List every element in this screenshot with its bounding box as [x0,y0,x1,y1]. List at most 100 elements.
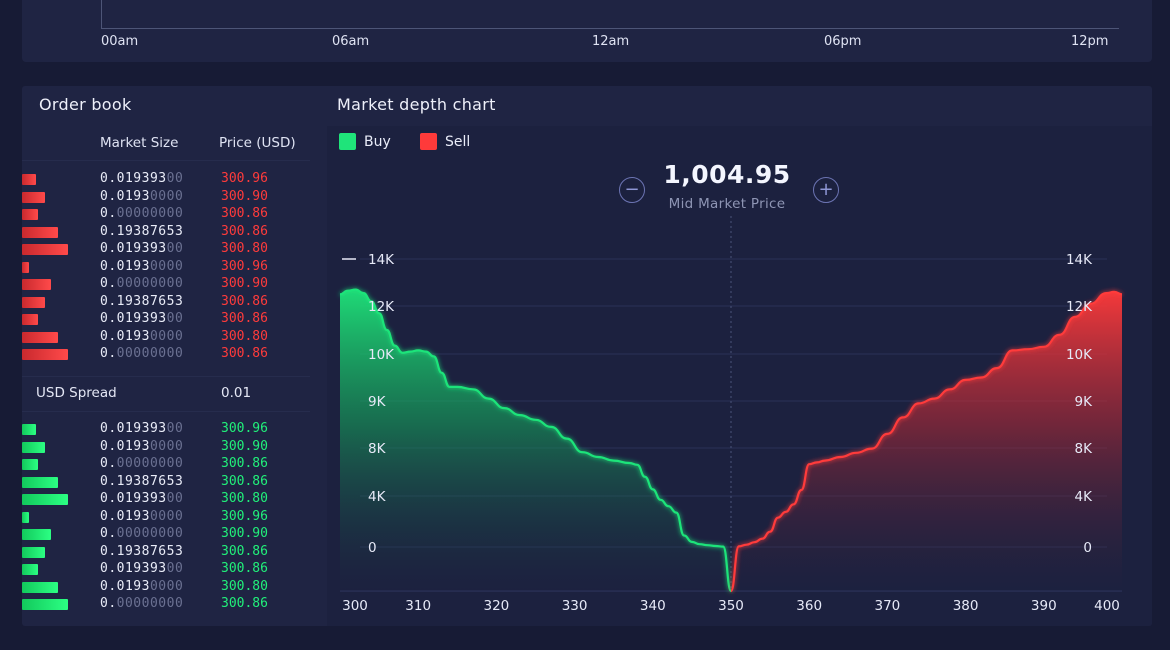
bid-row[interactable]: 0.00000000 300.90 [22,526,312,544]
plus-circle-icon[interactable]: + [813,177,839,203]
order-price: 300.90 [221,188,268,204]
y-tick-label-left: 8K [368,441,387,457]
order-size-trailing-zeros: 0000 [149,508,184,524]
depth-bar [22,244,68,255]
order-price: 300.86 [221,543,268,559]
x-tick-label: 370 [875,598,901,614]
bid-row[interactable]: 0.01939300 300.86 [22,561,312,579]
trading-panel: Order book Market Size Price (USD) 0.019… [22,86,1152,626]
order-size: 0.01930000 [100,329,183,344]
order-book-title: Order book [39,95,132,114]
legend-buy-swatch [339,133,356,150]
order-size-significant: 0. [100,206,117,221]
order-size: 0.01939300 [100,421,183,436]
ask-row[interactable]: 0.19387653 300.86 [22,294,312,312]
order-size-significant: 0. [100,526,117,541]
order-size: 0.00000000 [100,596,183,611]
order-size-trailing-zeros: 00 [166,561,184,576]
bid-row[interactable]: 0.19387653 300.86 [22,474,312,492]
order-size-significant: 0.019393 [100,491,167,506]
market-size-header[interactable]: Market Size [100,135,179,151]
mid-market-price-label: Mid Market Price [668,196,786,212]
order-size-significant: 0.019393 [100,311,167,326]
order-size-trailing-zeros: 0000 [149,438,184,454]
x-tick-label: 390 [1031,598,1057,614]
bid-row[interactable]: 0.01930000 300.80 [22,579,312,597]
mid-market-price: 1,004.95 [663,160,791,189]
top-chart-y-axis [101,0,102,28]
y-tick-label-left: 0 [368,540,377,556]
bid-row[interactable]: 0.19387653 300.86 [22,544,312,562]
legend-buy[interactable]: Buy [339,133,391,150]
depth-bar [22,441,45,453]
order-book-divider [22,376,310,377]
order-size-trailing-zeros: 00000000 [116,596,184,611]
ask-row[interactable]: 0.00000000 300.90 [22,276,312,294]
ask-row[interactable]: 0.19387653 300.86 [22,224,312,242]
depth-bar [22,564,38,575]
y-tick-label-right: 14K [1066,252,1093,268]
bid-row[interactable]: 0.00000000 300.86 [22,596,312,614]
order-size-significant: 0.019393 [100,561,167,576]
order-size: 0.19387653 [100,224,183,239]
order-price: 300.86 [221,473,268,489]
order-size-trailing-zeros: 00 [166,311,184,326]
ask-row[interactable]: 0.01939300 300.80 [22,241,312,259]
spread-value: 0.01 [221,385,252,401]
ask-row[interactable]: 0.01930000 300.90 [22,189,312,207]
ask-row[interactable]: 0.01939300 300.96 [22,171,312,189]
sell-depth-area [731,291,1122,591]
bid-row[interactable]: 0.01939300 300.80 [22,491,312,509]
order-size-trailing-zeros: 00 [166,241,184,256]
order-size-significant: 0.0193 [100,188,150,204]
x-tick-label: 350 [718,598,744,614]
sell-depth-line [729,290,1123,593]
depth-bar [22,314,38,325]
y-tick-label-left: 9K [368,394,387,410]
depth-bar [22,546,45,558]
order-size-trailing-zeros: 00000000 [116,276,184,291]
top-chart-panel: 00am 06am 12am 06pm 12pm [22,0,1152,62]
order-size-significant: 0.019393 [100,421,167,436]
top-chart-x-tick: 12am [592,34,630,49]
order-size: 0.19387653 [100,294,183,309]
order-size: 0.00000000 [100,526,183,541]
top-chart-x-tick: 06pm [824,34,862,49]
ask-row[interactable]: 0.00000000 300.86 [22,346,312,364]
bid-row[interactable]: 0.01930000 300.90 [22,439,312,457]
ask-row[interactable]: 0.00000000 300.86 [22,206,312,224]
bid-row[interactable]: 0.01930000 300.96 [22,509,312,527]
depth-bar [22,209,38,220]
depth-bar [22,529,51,540]
price-header[interactable]: Price (USD) [219,135,296,151]
x-tick-label: 360 [796,598,822,614]
ask-row[interactable]: 0.01930000 300.96 [22,259,312,277]
order-size-significant: 0. [100,346,117,361]
order-size-significant: 0.0193 [100,258,150,274]
depth-bar [22,476,58,488]
legend-sell-label: Sell [445,133,471,150]
order-size-significant: 0.0193 [100,328,150,344]
buy-depth-line [339,288,733,593]
bid-row[interactable]: 0.00000000 300.86 [22,456,312,474]
legend-sell[interactable]: Sell [420,133,470,150]
order-price: 300.90 [221,438,268,454]
order-size: 0.01930000 [100,259,183,274]
order-size-trailing-zeros: 0000 [149,188,184,204]
order-price: 300.96 [221,258,268,274]
bid-row[interactable]: 0.01939300 300.96 [22,421,312,439]
order-price: 300.86 [221,596,268,611]
order-size: 0.01939300 [100,241,183,256]
order-size-trailing-zeros: 0000 [149,258,184,274]
ask-row[interactable]: 0.01939300 300.86 [22,311,312,329]
depth-bar [22,511,29,523]
minus-circle-icon[interactable]: − [619,177,645,203]
depth-bar [22,349,68,360]
ask-row[interactable]: 0.01930000 300.80 [22,329,312,347]
order-size: 0.01939300 [100,311,183,326]
depth-bar [22,174,36,185]
order-size: 0.19387653 [100,544,183,559]
top-chart-x-axis [101,28,1119,29]
order-price: 300.80 [221,491,268,506]
